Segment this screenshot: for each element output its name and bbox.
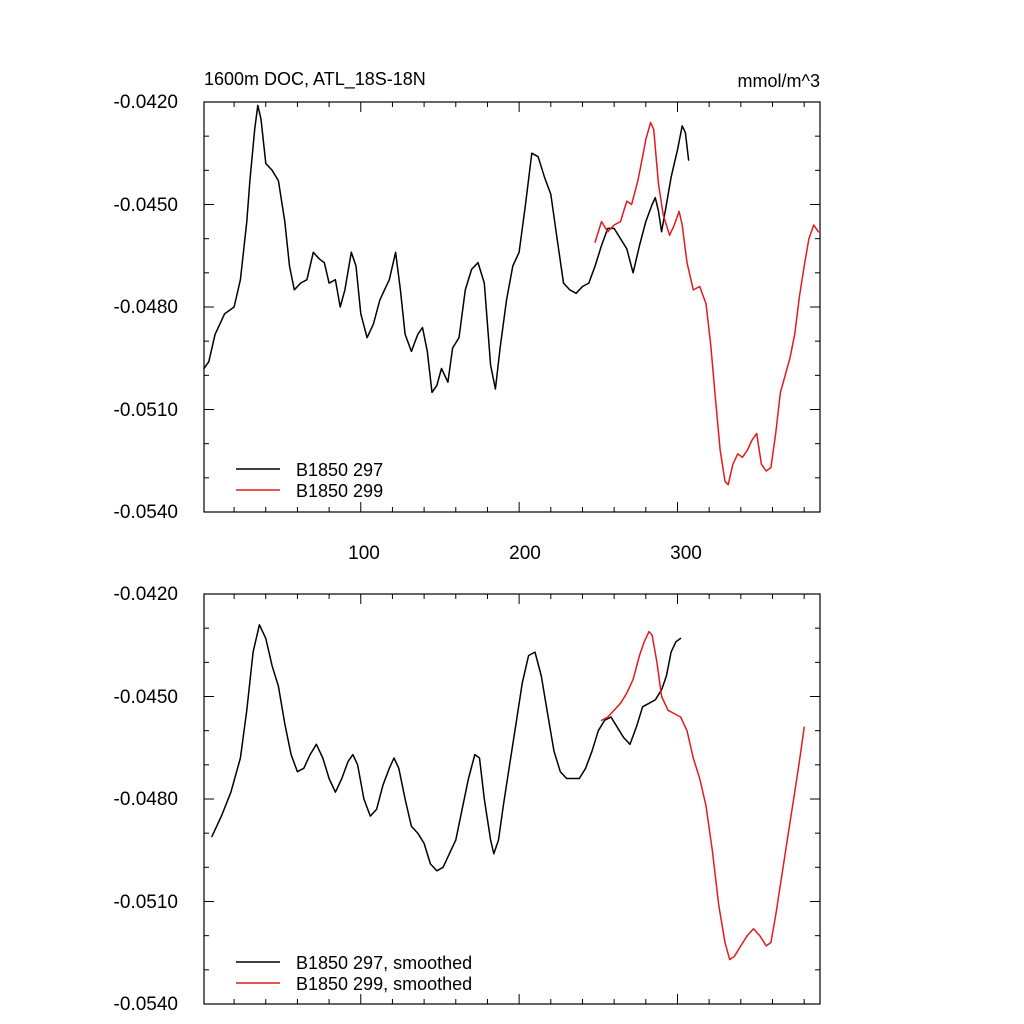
- bottom-y-tick-label: -0.0510: [114, 892, 178, 913]
- top-legend: B1850 297 B1850 299: [236, 460, 383, 501]
- legend-label-b1850-297-smoothed: B1850 297, smoothed: [296, 953, 472, 973]
- series-line-b1850-297: [203, 104, 690, 394]
- bottom-y-tick-label: -0.0450: [114, 687, 178, 708]
- top-y-tick-label: -0.0540: [114, 502, 178, 523]
- top-y-tick-label: -0.0480: [114, 297, 178, 318]
- bottom-plot-frame: [203, 593, 821, 1005]
- legend-label-b1850-297: B1850 297: [296, 460, 383, 480]
- top-series-lines: [203, 104, 820, 486]
- bottom-y-tick-label: -0.0540: [114, 994, 178, 1015]
- bottom-series-lines: [211, 624, 805, 961]
- series-line-b1850-297-smoothed: [211, 624, 682, 872]
- top-y-tick-label: -0.0420: [114, 92, 178, 113]
- bottom-ticks: [204, 593, 820, 1005]
- top-x-tick-labels: 100 200 300: [348, 543, 702, 564]
- top-y-tick-labels: -0.0540 -0.0510 -0.0480 -0.0450 -0.0420: [114, 92, 178, 523]
- top-plot-frame: [203, 101, 821, 513]
- legend-label-b1850-299-smoothed: B1850 299, smoothed: [296, 974, 472, 994]
- legend-label-b1850-299: B1850 299: [296, 481, 383, 501]
- top-x-tick-label: 300: [670, 543, 702, 564]
- top-x-tick-label: 100: [348, 543, 380, 564]
- top-y-tick-label: -0.0510: [114, 400, 178, 421]
- bottom-y-tick-labels: -0.0540 -0.0510 -0.0480 -0.0450 -0.0420: [114, 584, 178, 1015]
- series-line-b1850-299-smoothed: [600, 630, 805, 961]
- top-panel: 1600m DOC, ATL_18S-18N mmol/m^3 -0.0540 …: [114, 69, 821, 564]
- bottom-legend: B1850 297, smoothed B1850 299, smoothed: [236, 953, 472, 994]
- top-title: 1600m DOC, ATL_18S-18N: [204, 69, 426, 90]
- bottom-panel: -0.0540 -0.0510 -0.0480 -0.0450 -0.0420 …: [114, 584, 821, 1015]
- top-y-tick-label: -0.0450: [114, 195, 178, 216]
- top-units-label: mmol/m^3: [738, 71, 820, 91]
- bottom-y-tick-label: -0.0420: [114, 584, 178, 605]
- bottom-y-tick-label: -0.0480: [114, 789, 178, 810]
- top-x-tick-label: 200: [509, 543, 541, 564]
- series-line-b1850-299: [594, 121, 820, 486]
- top-ticks: [204, 101, 820, 513]
